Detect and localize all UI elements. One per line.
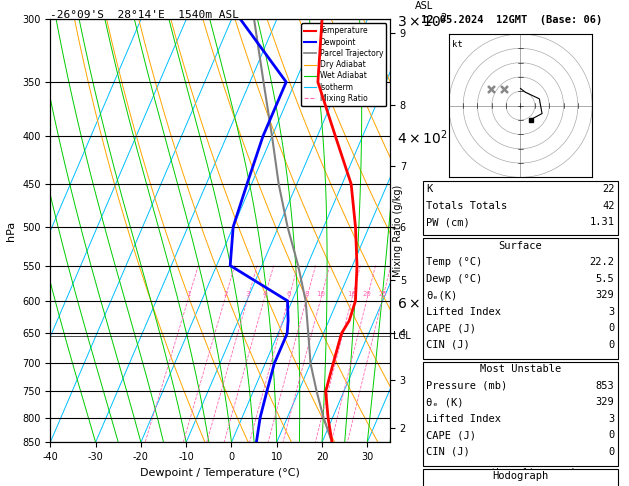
Legend: Temperature, Dewpoint, Parcel Trajectory, Dry Adiabat, Wet Adiabat, Isotherm, Mi: Temperature, Dewpoint, Parcel Trajectory…	[301, 23, 386, 106]
Text: 329: 329	[596, 290, 615, 300]
Text: CAPE (J): CAPE (J)	[426, 430, 476, 440]
Text: © weatheronline.co.uk: © weatheronline.co.uk	[464, 468, 577, 477]
Text: 25: 25	[379, 292, 387, 297]
Text: 0: 0	[608, 323, 615, 333]
Text: 8: 8	[304, 292, 309, 297]
Text: -26°09'S  28°14'E  1540m ASL: -26°09'S 28°14'E 1540m ASL	[50, 10, 239, 20]
Text: 6: 6	[287, 292, 291, 297]
Text: km
ASL: km ASL	[415, 0, 433, 11]
Text: 0: 0	[608, 447, 615, 457]
Text: PW (cm): PW (cm)	[426, 217, 470, 227]
Text: θₑ(K): θₑ(K)	[426, 290, 458, 300]
Text: Totals Totals: Totals Totals	[426, 201, 508, 211]
Text: 1.31: 1.31	[589, 217, 615, 227]
Text: 0: 0	[608, 430, 615, 440]
Text: Mixing Ratio (g/kg): Mixing Ratio (g/kg)	[393, 185, 403, 277]
Text: 0: 0	[608, 340, 615, 350]
Text: LCL: LCL	[393, 331, 411, 342]
Text: 16: 16	[348, 292, 357, 297]
Text: 3: 3	[608, 414, 615, 424]
Text: Hodograph: Hodograph	[493, 471, 548, 481]
Text: Pressure (mb): Pressure (mb)	[426, 381, 508, 391]
Text: Lifted Index: Lifted Index	[426, 307, 501, 317]
Text: 42: 42	[602, 201, 615, 211]
Text: Surface: Surface	[499, 241, 542, 251]
Text: 12.05.2024  12GMT  (Base: 06): 12.05.2024 12GMT (Base: 06)	[421, 15, 603, 25]
Text: 3: 3	[608, 307, 615, 317]
Text: 329: 329	[596, 397, 615, 407]
Text: 3: 3	[246, 292, 250, 297]
Text: 2: 2	[223, 292, 228, 297]
Text: CAPE (J): CAPE (J)	[426, 323, 476, 333]
Text: 22.2: 22.2	[589, 257, 615, 267]
Text: Dewp (°C): Dewp (°C)	[426, 274, 482, 284]
Text: Temp (°C): Temp (°C)	[426, 257, 482, 267]
Text: 10: 10	[316, 292, 326, 297]
Text: 4: 4	[262, 292, 267, 297]
Y-axis label: hPa: hPa	[6, 221, 16, 241]
Text: Most Unstable: Most Unstable	[480, 364, 561, 374]
Text: 853: 853	[596, 381, 615, 391]
Text: Lifted Index: Lifted Index	[426, 414, 501, 424]
Text: θₑ (K): θₑ (K)	[426, 397, 464, 407]
Text: CIN (J): CIN (J)	[426, 340, 470, 350]
Text: 1: 1	[186, 292, 191, 297]
Text: kt: kt	[452, 40, 462, 49]
Text: 20: 20	[363, 292, 372, 297]
Text: CIN (J): CIN (J)	[426, 447, 470, 457]
Text: 22: 22	[602, 184, 615, 194]
Text: K: K	[426, 184, 433, 194]
X-axis label: Dewpoint / Temperature (°C): Dewpoint / Temperature (°C)	[140, 468, 300, 478]
Text: 5.5: 5.5	[596, 274, 615, 284]
